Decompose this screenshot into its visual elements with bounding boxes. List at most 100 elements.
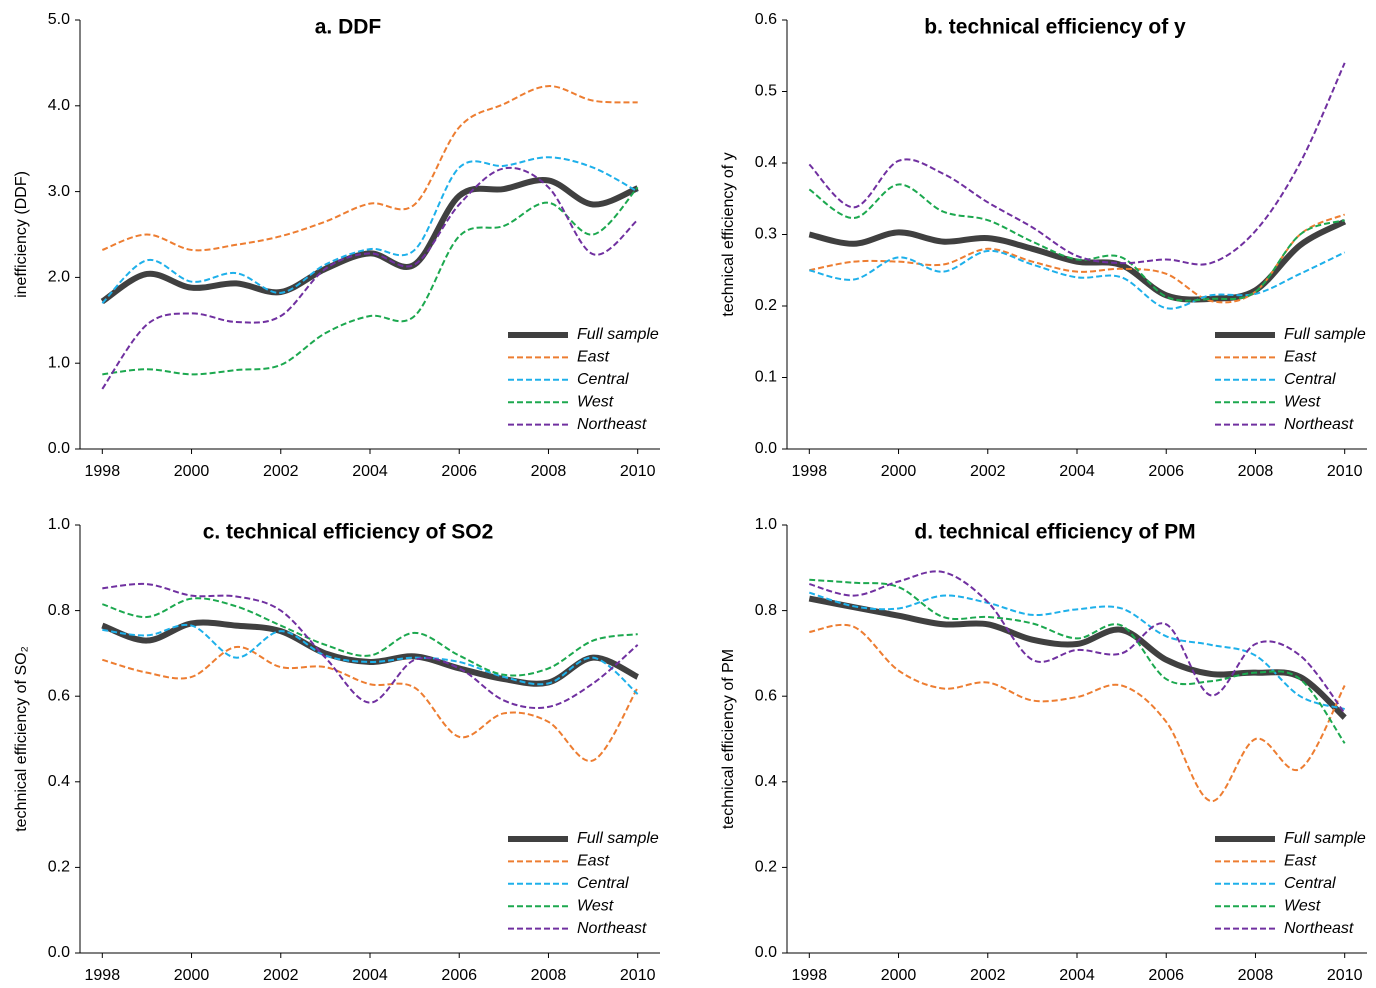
y-tick-label: 0.2 [755, 297, 777, 314]
x-tick-label: 1998 [792, 463, 828, 480]
series-line [101, 597, 638, 677]
chart-title: a. DDF [315, 16, 382, 39]
legend-label: Central [577, 875, 629, 892]
x-tick-label: 2008 [1238, 463, 1274, 480]
chart-title: b. technical efficiency of y [924, 16, 1186, 39]
x-tick-label: 2010 [620, 967, 656, 984]
legend-label: Northeast [577, 416, 647, 433]
series-line [102, 645, 639, 762]
y-axis-label: inefficiency (DDF) [13, 171, 30, 298]
y-tick-label: 3.0 [48, 183, 70, 200]
chart-title: c. technical efficiency of SO2 [203, 521, 494, 544]
legend-label: Full sample [1284, 326, 1366, 343]
series-line [102, 623, 639, 695]
x-tick-label: 2000 [881, 463, 917, 480]
x-tick-label: 2002 [970, 463, 1006, 480]
y-tick-label: 0.0 [48, 440, 70, 457]
series-line [809, 623, 1346, 803]
x-tick-label: 2008 [531, 463, 567, 480]
y-tick-label: 1.0 [48, 516, 70, 533]
legend-label: East [1284, 349, 1317, 366]
x-tick-label: 2008 [531, 967, 567, 984]
y-axis-label: technical efficiency of y [720, 152, 737, 316]
series-line [809, 249, 1346, 310]
y-tick-label: 1.0 [48, 354, 70, 371]
y-tick-label: 0.0 [48, 944, 70, 961]
y-tick-label: 0.4 [755, 773, 777, 790]
legend-label: Full sample [1284, 830, 1366, 847]
legend-label: Northeast [577, 920, 647, 937]
x-tick-label: 2004 [352, 463, 388, 480]
legend-label: West [577, 897, 614, 914]
legend-label: Full sample [577, 830, 659, 847]
series-line [809, 578, 1346, 744]
series-line [101, 166, 639, 390]
y-tick-label: 1.0 [755, 516, 777, 533]
y-tick-label: 0.6 [755, 11, 777, 28]
legend-label: West [1284, 897, 1321, 914]
y-tick-label: 0.6 [48, 687, 70, 704]
series-line [102, 186, 639, 376]
x-tick-label: 2004 [1059, 967, 1095, 984]
series-line [809, 591, 1345, 711]
x-tick-label: 1998 [85, 463, 121, 480]
y-tick-label: 2.0 [48, 269, 70, 286]
y-tick-label: 0.0 [755, 440, 777, 457]
x-tick-label: 2008 [1238, 967, 1274, 984]
series-line [100, 176, 639, 304]
series-line [808, 218, 1347, 303]
legend-label: Northeast [1284, 416, 1354, 433]
legend-label: East [1284, 853, 1317, 870]
x-tick-label: 2004 [352, 967, 388, 984]
legend-label: East [577, 349, 610, 366]
x-tick-label: 2010 [1327, 967, 1363, 984]
y-tick-label: 0.0 [755, 944, 777, 961]
y-axis-label: technical efficiency of SO₂ [13, 646, 30, 832]
x-tick-label: 2006 [441, 463, 477, 480]
y-tick-label: 0.5 [755, 83, 777, 100]
x-tick-label: 2000 [174, 463, 210, 480]
x-tick-label: 2000 [881, 967, 917, 984]
series-line [101, 85, 638, 252]
legend-label: Central [577, 371, 629, 388]
x-tick-label: 2002 [970, 967, 1006, 984]
x-tick-label: 2002 [263, 463, 299, 480]
x-tick-label: 2010 [1327, 463, 1363, 480]
y-tick-label: 0.8 [48, 602, 70, 619]
y-tick-label: 0.1 [755, 369, 777, 386]
legend-label: West [1284, 393, 1321, 410]
y-tick-label: 0.2 [755, 859, 777, 876]
series-line [808, 62, 1346, 266]
legend-label: Central [1284, 371, 1336, 388]
y-tick-label: 0.3 [755, 226, 777, 243]
x-tick-label: 2004 [1059, 463, 1095, 480]
x-tick-label: 2006 [1148, 463, 1184, 480]
legend-label: Full sample [577, 326, 659, 343]
y-tick-label: 4.0 [48, 97, 70, 114]
chart-title: d. technical efficiency of PM [914, 521, 1195, 544]
x-tick-label: 2006 [441, 967, 477, 984]
x-tick-label: 2010 [620, 463, 656, 480]
series-line [101, 619, 640, 687]
x-tick-label: 1998 [792, 967, 828, 984]
y-tick-label: 0.6 [755, 687, 777, 704]
legend-label: East [577, 853, 610, 870]
y-tick-label: 0.2 [48, 859, 70, 876]
series-line [809, 213, 1346, 304]
legend-label: West [577, 393, 614, 410]
x-tick-label: 2002 [263, 967, 299, 984]
x-tick-label: 2006 [1148, 967, 1184, 984]
x-tick-label: 2000 [174, 967, 210, 984]
series-line [808, 183, 1345, 302]
y-tick-label: 5.0 [48, 11, 70, 28]
series-line [102, 582, 639, 710]
x-tick-label: 1998 [85, 967, 121, 984]
y-tick-label: 0.4 [48, 773, 70, 790]
series-line [808, 595, 1347, 720]
y-tick-label: 0.4 [755, 154, 777, 171]
y-tick-label: 0.8 [755, 602, 777, 619]
legend-label: Central [1284, 875, 1336, 892]
series-line [809, 570, 1346, 714]
y-axis-label: technical efficiency of PM [720, 649, 737, 829]
